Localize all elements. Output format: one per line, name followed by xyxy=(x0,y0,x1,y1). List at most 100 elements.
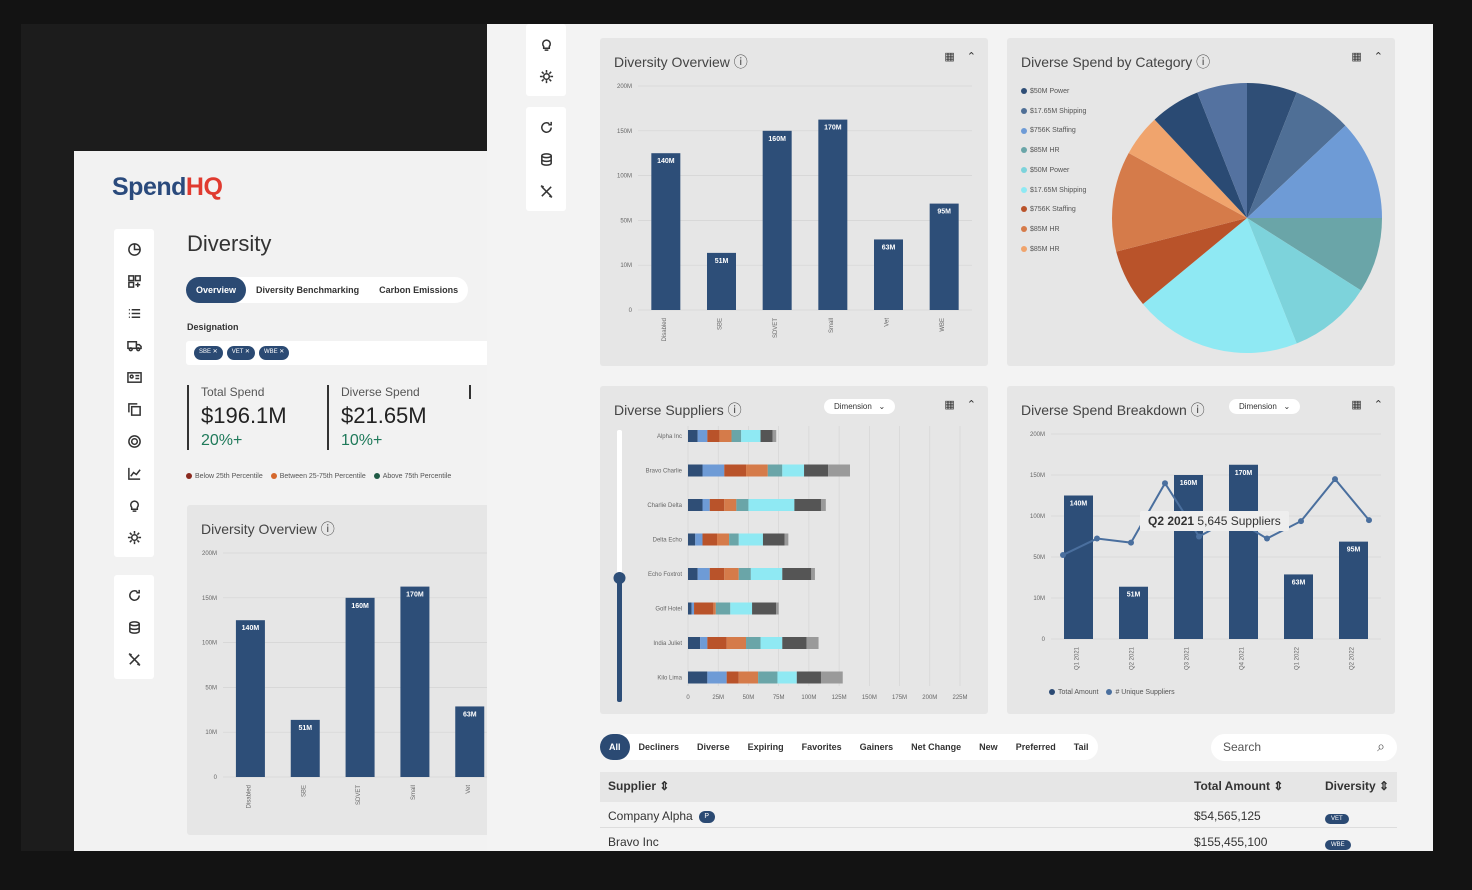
legend-item: Between 25-75th Percentile xyxy=(270,473,366,480)
kpi-pct: 10%+ xyxy=(341,432,383,449)
pie-slice xyxy=(1247,83,1297,218)
x-tick-label: SBE xyxy=(718,318,724,330)
lightbulb-icon[interactable] xyxy=(526,28,566,60)
gear-icon[interactable] xyxy=(526,60,566,92)
stack-segment xyxy=(782,568,812,580)
y-tick-label: 200M xyxy=(1030,432,1045,438)
stack-segment xyxy=(777,671,797,684)
grid-icon[interactable]: ▦ xyxy=(944,399,955,411)
bar xyxy=(874,239,903,310)
tools-icon[interactable] xyxy=(114,643,154,675)
stack-segment xyxy=(820,499,826,511)
filter-favorites[interactable]: Favorites xyxy=(801,742,842,752)
grid-icon[interactable]: ▦ xyxy=(1351,399,1362,411)
table-row[interactable]: Bravo Inc $155,455,100 WBE xyxy=(600,828,1397,851)
info-icon[interactable]: ⓘ xyxy=(733,54,748,70)
supplier-label: Golf Hotel xyxy=(655,607,682,613)
x-tick-label: WBE xyxy=(940,318,946,332)
stack-segment xyxy=(724,568,739,580)
bar-label: 63M xyxy=(463,711,477,718)
chip-sbe[interactable]: SBE ✕ xyxy=(194,346,223,360)
database-icon[interactable] xyxy=(526,143,566,175)
category-card: Diverse Spend by Category ⓘ ▦ ⌃ $50M Powe… xyxy=(1007,38,1395,366)
info-icon[interactable]: ⓘ xyxy=(1190,402,1205,418)
bar-label: 95M xyxy=(937,209,951,216)
supplier-label: Charlie Delta xyxy=(647,503,682,509)
pie-icon[interactable] xyxy=(114,233,154,265)
grid-add-icon[interactable] xyxy=(114,265,154,297)
search-icon[interactable]: ⌕ xyxy=(1377,738,1385,754)
line-chart-icon[interactable] xyxy=(114,457,154,489)
column-supplier[interactable]: Supplier ⇕ xyxy=(608,779,670,793)
diversity-cell: VET xyxy=(1325,809,1349,824)
filter-net-change[interactable]: Net Change xyxy=(911,742,962,752)
search-input[interactable]: Search ⌕ xyxy=(1211,734,1397,761)
y-tick-label: 0 xyxy=(214,775,218,781)
scroll-handle xyxy=(613,572,626,584)
designation-filter[interactable]: SBE ✕ VET ✕ WBE ✕ xyxy=(186,341,494,365)
filter-expiring[interactable]: Expiring xyxy=(747,742,784,752)
tab-overview[interactable]: Overview xyxy=(186,277,247,303)
refresh-icon[interactable] xyxy=(526,111,566,143)
dimension-dropdown[interactable]: Dimension ⌄ xyxy=(824,399,896,414)
tools-icon[interactable] xyxy=(526,175,566,207)
category-pie xyxy=(1112,83,1382,353)
card-title: Diversity Overview ⓘ xyxy=(201,521,335,537)
stack-segment xyxy=(726,637,747,649)
gear-icon[interactable] xyxy=(114,521,154,553)
column-total-amount[interactable]: Total Amount ⇕ xyxy=(1194,779,1284,793)
diversity-overview-card: Diversity Overview ⓘ ▦ ⌃ 200M 150M 100M 50M 1… xyxy=(600,38,988,366)
collapse-icon[interactable]: ⌃ xyxy=(966,51,976,63)
list-icon[interactable] xyxy=(114,297,154,329)
stack-segment xyxy=(746,637,761,649)
table-row[interactable]: Company Alpha P $54,565,125 VET xyxy=(600,802,1397,828)
stack-segment xyxy=(782,637,807,649)
stack-segment xyxy=(828,464,850,477)
stack-segment xyxy=(796,671,821,684)
truck-icon[interactable] xyxy=(114,329,154,361)
info-icon[interactable]: ⓘ xyxy=(1196,54,1211,70)
tab-carbon-emissions[interactable]: Carbon Emissions xyxy=(379,285,459,295)
y-tick-label: 10M xyxy=(620,263,632,269)
refresh-icon[interactable] xyxy=(114,579,154,611)
info-icon[interactable]: ⓘ xyxy=(320,521,335,537)
filter-preferred[interactable]: Preferred xyxy=(1015,742,1056,752)
grid-icon[interactable]: ▦ xyxy=(1351,51,1362,63)
supplier-label: Alpha Inc xyxy=(657,434,682,440)
x-tick-label: Q1 2022 xyxy=(1295,646,1301,670)
stack-segment xyxy=(738,568,751,580)
filter-new[interactable]: New xyxy=(979,742,998,752)
tab-diversity-benchmarking[interactable]: Diversity Benchmarking xyxy=(256,285,360,295)
bar xyxy=(1064,495,1093,639)
pie-slice xyxy=(1154,92,1247,218)
bar-label: 140M xyxy=(242,625,260,632)
lightbulb-icon[interactable] xyxy=(114,489,154,521)
column-diversity[interactable]: Diversity ⇕ xyxy=(1325,779,1390,793)
kpi-pct: 20%+ xyxy=(201,432,243,449)
stack-segment xyxy=(688,464,703,477)
database-icon[interactable] xyxy=(114,611,154,643)
grid-icon[interactable]: ▦ xyxy=(944,51,955,63)
filter-gainers[interactable]: Gainers xyxy=(859,742,894,752)
line-point xyxy=(1332,476,1338,483)
filter-all[interactable]: All xyxy=(600,734,630,760)
bar-label: 51M xyxy=(298,725,312,732)
id-card-icon[interactable] xyxy=(114,361,154,393)
page-title: Diversity xyxy=(187,231,272,256)
chip-vet[interactable]: VET ✕ xyxy=(226,346,255,360)
y-tick-label: 150M xyxy=(1030,473,1045,479)
x-tick-label: Disabled xyxy=(246,785,252,808)
dimension-dropdown[interactable]: Dimension ⌄ xyxy=(1229,399,1301,414)
filter-tail[interactable]: Tail xyxy=(1073,742,1089,752)
chip-wbe[interactable]: WBE ✕ xyxy=(258,346,290,360)
target-icon[interactable] xyxy=(114,425,154,457)
legend-item: $756K Staffing xyxy=(1021,121,1086,141)
copy-icon[interactable] xyxy=(114,393,154,425)
collapse-icon[interactable]: ⌃ xyxy=(1373,399,1383,411)
diversity-cell: WBE xyxy=(1325,835,1351,850)
filter-diverse[interactable]: Diverse xyxy=(697,742,730,752)
info-icon[interactable]: ⓘ xyxy=(727,402,742,418)
collapse-icon[interactable]: ⌃ xyxy=(966,399,976,411)
filter-decliners[interactable]: Decliners xyxy=(638,742,680,752)
collapse-icon[interactable]: ⌃ xyxy=(1373,51,1383,63)
